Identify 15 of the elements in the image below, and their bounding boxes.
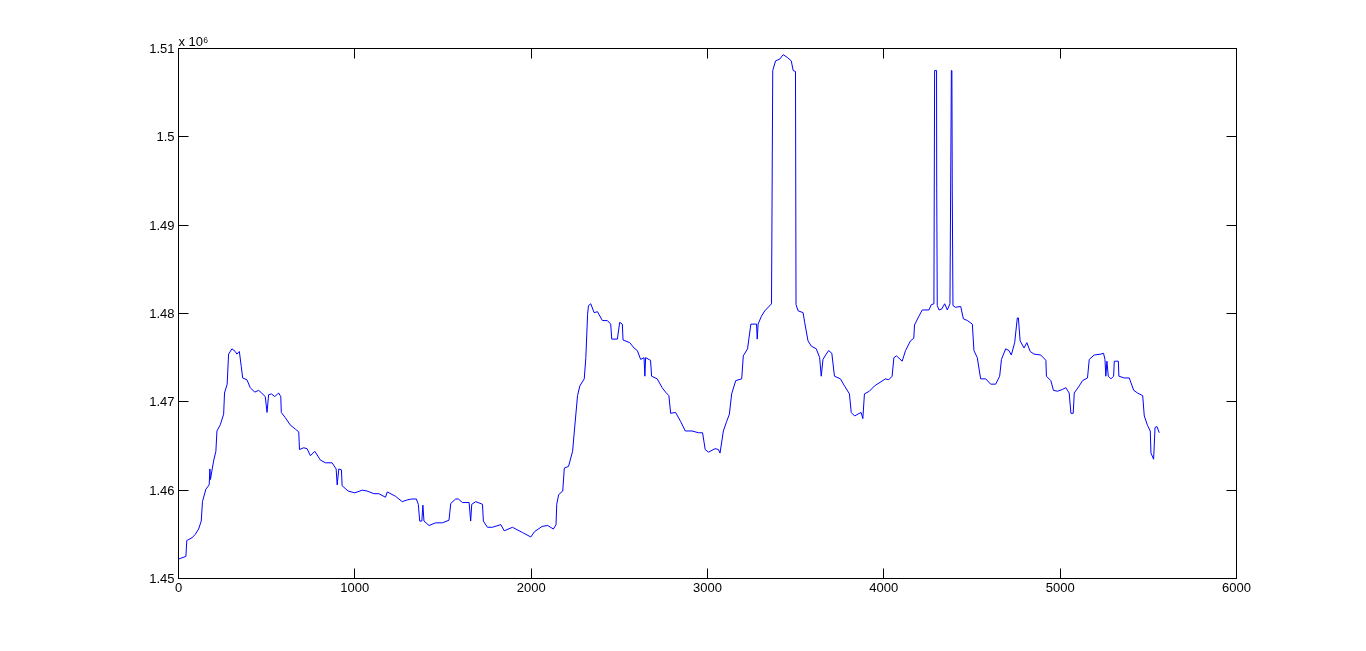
y-tick-label: 1.45 [149, 571, 175, 586]
x-tick-label: 1000 [340, 579, 370, 595]
x-tick-label: 4000 [869, 579, 899, 595]
y-tick-label: 1.51 [149, 41, 175, 56]
x-tick-label: 2000 [516, 579, 546, 595]
y-tick-label: 1.49 [149, 217, 175, 233]
y-tick-label: 1.47 [149, 394, 175, 410]
x-tick-label: 6000 [1222, 579, 1251, 595]
y-tick-label: 1.48 [149, 306, 175, 321]
x-tick-label: 5000 [1045, 579, 1075, 595]
x-tick-label: 0 [174, 579, 183, 595]
y-tick-label: 1.5 [156, 129, 175, 145]
annotation: x 10⁶ [178, 33, 209, 49]
x-tick-label: 3000 [693, 579, 722, 595]
y-tick-label: 1.46 [149, 482, 175, 498]
